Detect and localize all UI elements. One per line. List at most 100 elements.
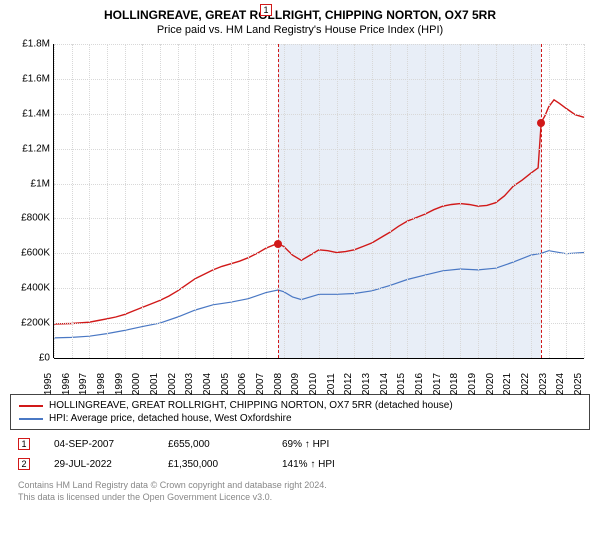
sales-block: 104-SEP-2007£655,00069% ↑ HPI229-JUL-202…	[10, 438, 590, 470]
sale-price: £1,350,000	[168, 459, 258, 470]
x-tick-label: 2017	[432, 373, 443, 395]
plot-area: 12	[54, 44, 584, 358]
gridline-v	[496, 44, 497, 358]
x-tick-label: 2006	[237, 373, 248, 395]
x-tick-label: 2014	[379, 373, 390, 395]
x-tick-label: 1996	[61, 373, 72, 395]
title-main: HOLLINGREAVE, GREAT ROLLRIGHT, CHIPPING …	[10, 8, 590, 22]
x-tick-label: 2022	[520, 373, 531, 395]
x-tick-label: 2002	[167, 373, 178, 395]
x-tick-label: 2003	[184, 373, 195, 395]
x-tick-label: 2010	[308, 373, 319, 395]
legend-row: HOLLINGREAVE, GREAT ROLLRIGHT, CHIPPING …	[19, 399, 581, 412]
x-tick-label: 2018	[449, 373, 460, 395]
y-tick-label: £600K	[21, 248, 50, 259]
gridline-v	[213, 44, 214, 358]
x-tick-label: 2009	[290, 373, 301, 395]
gridline-v	[337, 44, 338, 358]
y-tick-label: £800K	[21, 213, 50, 224]
x-tick-label: 2021	[502, 373, 513, 395]
sale-pct: 141% ↑ HPI	[282, 459, 372, 470]
gridline-v	[531, 44, 532, 358]
sale-dot	[274, 240, 282, 248]
x-tick-label: 1998	[96, 373, 107, 395]
legend-row: HPI: Average price, detached house, West…	[19, 412, 581, 425]
x-tick-label: 2004	[202, 373, 213, 395]
y-tick-label: £1.6M	[22, 73, 50, 84]
gridline-v	[372, 44, 373, 358]
gridline-v	[584, 44, 585, 358]
gridline-v	[354, 44, 355, 358]
gridline-v	[231, 44, 232, 358]
x-tick-label: 2011	[326, 373, 337, 395]
x-tick-label: 2008	[273, 373, 284, 395]
x-tick-label: 1999	[114, 373, 125, 395]
chart-container: HOLLINGREAVE, GREAT ROLLRIGHT, CHIPPING …	[0, 0, 600, 560]
gridline-v	[160, 44, 161, 358]
x-tick-label: 2023	[538, 373, 549, 395]
y-tick-label: £200K	[21, 318, 50, 329]
gridline-v	[72, 44, 73, 358]
y-axis-line	[53, 44, 54, 358]
x-tick-label: 2005	[220, 373, 231, 395]
footer-line-2: This data is licensed under the Open Gov…	[18, 492, 590, 504]
x-tick-label: 2024	[555, 373, 566, 395]
gridline-v	[266, 44, 267, 358]
gridline-v	[460, 44, 461, 358]
gridline-v	[319, 44, 320, 358]
sale-date: 29-JUL-2022	[54, 459, 144, 470]
gridline-v	[284, 44, 285, 358]
gridline-v	[107, 44, 108, 358]
gridline-v	[478, 44, 479, 358]
marker-box: 1	[260, 4, 272, 16]
marker-vline	[541, 44, 542, 358]
gridline-v	[142, 44, 143, 358]
sale-row: 104-SEP-2007£655,00069% ↑ HPI	[10, 438, 590, 450]
gridline-v	[549, 44, 550, 358]
gridline-v	[443, 44, 444, 358]
x-tick-label: 2013	[361, 373, 372, 395]
x-tick-label: 1995	[43, 373, 54, 395]
footer: Contains HM Land Registry data © Crown c…	[10, 480, 590, 503]
legend-swatch	[19, 405, 43, 407]
x-tick-label: 2000	[131, 373, 142, 395]
gridline-v	[566, 44, 567, 358]
x-tick-label: 2025	[573, 373, 584, 395]
marker-vline	[278, 44, 279, 358]
legend: HOLLINGREAVE, GREAT ROLLRIGHT, CHIPPING …	[10, 394, 590, 430]
sale-dot	[537, 119, 545, 127]
x-tick-label: 2007	[255, 373, 266, 395]
legend-swatch	[19, 418, 43, 420]
gridline-v	[425, 44, 426, 358]
sale-marker: 2	[18, 458, 30, 470]
title-block: HOLLINGREAVE, GREAT ROLLRIGHT, CHIPPING …	[10, 8, 590, 36]
sale-date: 04-SEP-2007	[54, 439, 144, 450]
chart-area: £0£200K£400K£600K£800K£1M£1.2M£1.4M£1.6M…	[10, 44, 590, 384]
gridline-v	[407, 44, 408, 358]
gridline-v	[195, 44, 196, 358]
gridline-v	[248, 44, 249, 358]
gridline-v	[54, 44, 55, 358]
legend-label: HOLLINGREAVE, GREAT ROLLRIGHT, CHIPPING …	[49, 400, 453, 411]
gridline-v	[390, 44, 391, 358]
x-tick-label: 2020	[485, 373, 496, 395]
x-tick-label: 2012	[343, 373, 354, 395]
y-tick-label: £400K	[21, 283, 50, 294]
title-sub: Price paid vs. HM Land Registry's House …	[10, 24, 590, 36]
x-tick-label: 2001	[149, 373, 160, 395]
gridline-v	[513, 44, 514, 358]
y-tick-label: £1.2M	[22, 143, 50, 154]
legend-label: HPI: Average price, detached house, West…	[49, 413, 292, 424]
footer-line-1: Contains HM Land Registry data © Crown c…	[18, 480, 590, 492]
x-tick-label: 2015	[396, 373, 407, 395]
gridline-v	[301, 44, 302, 358]
sale-pct: 69% ↑ HPI	[282, 439, 372, 450]
x-tick-label: 1997	[78, 373, 89, 395]
sale-row: 2 29-JUL-2022 £1,350,000 141% ↑ HPI	[10, 458, 590, 470]
y-axis: £0£200K£400K£600K£800K£1M£1.2M£1.4M£1.6M…	[10, 44, 54, 358]
x-tick-label: 2019	[467, 373, 478, 395]
y-tick-label: £1M	[31, 178, 50, 189]
x-tick-label: 2016	[414, 373, 425, 395]
sale-price: £655,000	[168, 439, 258, 450]
y-tick-label: £1.8M	[22, 39, 50, 50]
